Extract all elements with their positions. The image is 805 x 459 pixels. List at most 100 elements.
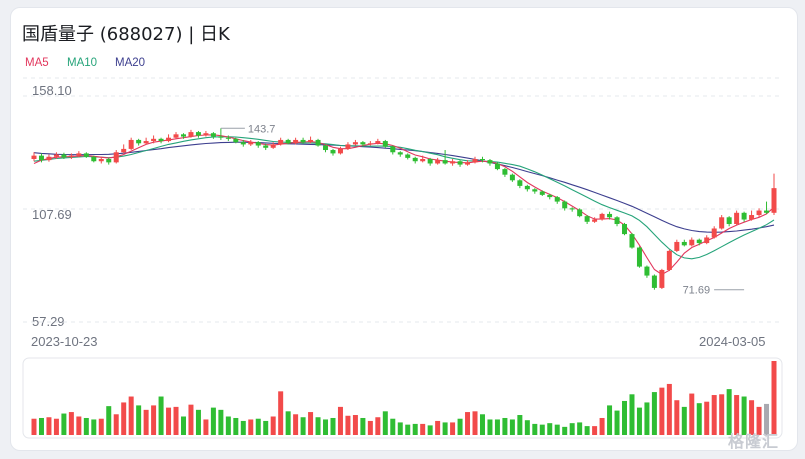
volume-bar <box>629 394 635 435</box>
ma5-line <box>33 134 775 276</box>
candle-body <box>629 234 635 248</box>
volume-bar <box>636 407 642 435</box>
volume-bar <box>166 407 172 435</box>
volume-bar <box>121 402 127 435</box>
volume-bar <box>173 406 179 435</box>
volume-bar <box>562 426 568 435</box>
candle-body <box>76 153 82 156</box>
candle-body <box>562 201 568 209</box>
candle-body <box>285 139 291 144</box>
volume-bar <box>704 401 710 435</box>
candle-body <box>397 152 403 155</box>
candle-body <box>666 250 672 270</box>
volume-bar <box>83 417 89 435</box>
volume-bar <box>427 425 433 435</box>
candle-body <box>61 154 67 158</box>
candle-body <box>771 188 777 213</box>
volume-bar <box>248 419 254 435</box>
candle-body <box>98 158 104 162</box>
volume-bar <box>614 410 620 435</box>
volume-bar <box>420 423 426 435</box>
volume-bar <box>450 422 456 435</box>
candle-body <box>166 137 172 142</box>
volume-bar <box>547 423 553 435</box>
volume-bar <box>61 413 67 435</box>
candle-body <box>180 134 186 137</box>
candle-body <box>31 155 37 159</box>
volume-bar <box>435 420 441 435</box>
candle-body <box>539 191 545 195</box>
volume-bar <box>263 420 269 435</box>
volume-bar <box>143 409 149 435</box>
volume-bar <box>607 405 613 435</box>
volume-bar <box>584 426 590 435</box>
candle-body <box>636 247 642 267</box>
candle-body <box>248 142 254 145</box>
candle-body <box>121 148 127 153</box>
volume-bar <box>494 419 500 435</box>
volume-bar <box>524 420 530 435</box>
candle-body <box>442 160 448 164</box>
volume-bar <box>113 414 119 435</box>
candle-body <box>427 158 433 164</box>
chart-title: 国盾量子 (688027) | 日K <box>22 24 230 45</box>
volume-bar <box>293 414 299 435</box>
candle-body <box>270 144 276 148</box>
candle-body <box>106 158 112 163</box>
volume-bar <box>554 424 560 435</box>
volume-bar <box>726 389 732 435</box>
candle-body <box>225 137 231 139</box>
candle-body <box>741 212 747 220</box>
candle-body <box>188 132 194 137</box>
volume-bar <box>457 418 463 435</box>
volume-bar <box>659 387 665 435</box>
volume-bar <box>76 416 82 435</box>
candle-body <box>345 144 351 149</box>
volume-bar <box>195 409 201 435</box>
volume-bar <box>330 417 336 435</box>
volume-bar <box>749 400 755 435</box>
volume-bar <box>509 419 515 435</box>
volume-bar <box>367 420 373 435</box>
candle-body <box>599 213 605 220</box>
volume-bar <box>734 395 740 435</box>
candle-body <box>569 208 575 210</box>
volume-bar <box>203 419 209 435</box>
volume-bar <box>711 395 717 435</box>
volume-bar <box>666 383 672 435</box>
candle-body <box>113 152 119 163</box>
volume-bar <box>308 412 314 435</box>
volume-bar <box>68 412 74 435</box>
volume-bar <box>136 405 142 435</box>
candle-body <box>651 275 657 288</box>
candle-body <box>308 139 314 143</box>
candle-body <box>53 154 59 157</box>
x-label-end: 2024-03-05 <box>699 334 766 349</box>
candle-body <box>412 157 418 162</box>
candle-body <box>674 241 680 251</box>
candle-body <box>435 160 441 164</box>
candle-body <box>255 142 261 146</box>
candle-body <box>719 217 725 229</box>
volume-bar <box>53 418 59 435</box>
candle-body <box>502 169 508 175</box>
volume-bar <box>382 411 388 435</box>
candle-body <box>554 197 560 202</box>
candle-body <box>300 139 306 143</box>
candle-body <box>584 216 590 222</box>
volume-bar <box>300 417 306 435</box>
candle-body <box>681 241 687 246</box>
volume-bar <box>412 423 418 435</box>
candle-body <box>517 180 523 186</box>
candle-body <box>330 150 336 154</box>
candle-body <box>367 143 373 145</box>
volume-bar <box>569 423 575 435</box>
candle-body <box>622 224 628 235</box>
candle-body <box>315 139 321 146</box>
volume-bar <box>158 396 164 435</box>
candle-body <box>479 158 485 161</box>
candle-body <box>375 141 381 144</box>
candle-body <box>83 153 89 157</box>
candle-body <box>203 133 209 136</box>
candle-body <box>151 138 157 142</box>
